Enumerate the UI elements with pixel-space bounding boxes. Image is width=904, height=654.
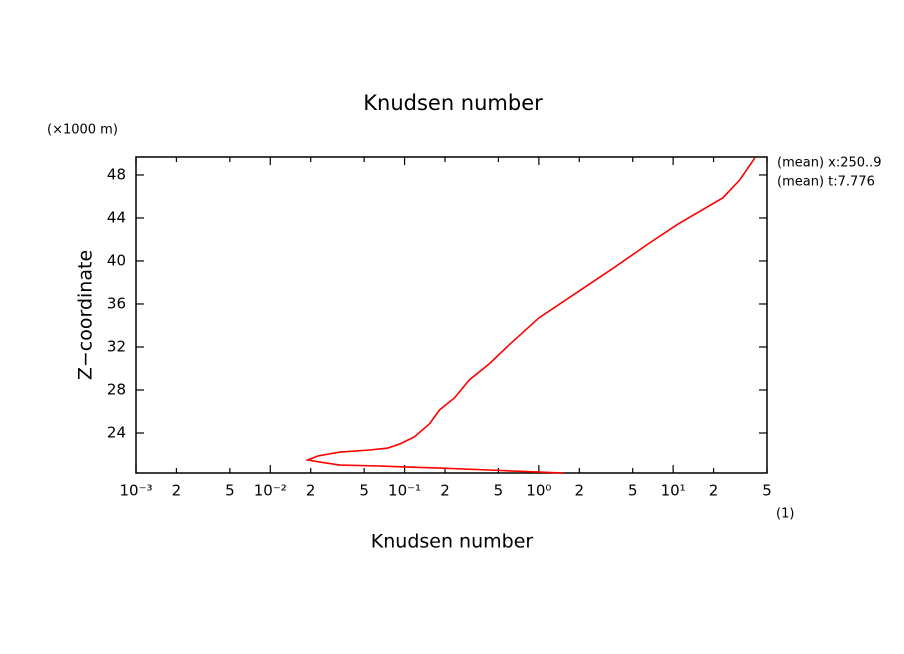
- y-tick-label: 32: [107, 337, 126, 355]
- annotation: (mean) t:7.776: [777, 175, 875, 190]
- x-tick-label: 2: [306, 482, 316, 500]
- x-tick-label: 5: [494, 482, 504, 500]
- x-tick-label: 5: [225, 482, 235, 500]
- x-tick-label: 2: [172, 482, 182, 500]
- annotation: (mean) x:250..9: [777, 156, 882, 171]
- y-axis-label: Z−coordinate: [75, 250, 97, 380]
- x-tick-label: 10⁻¹: [388, 482, 421, 500]
- data-line: [304, 157, 756, 474]
- x-tick-label: 5: [628, 482, 638, 500]
- y-tick-label: 48: [107, 165, 126, 183]
- y-unit: (×1000 m): [47, 123, 118, 138]
- x-tick-label: 2: [709, 482, 719, 500]
- x-tick-label: 5: [359, 482, 369, 500]
- plot-frame: [135, 156, 768, 474]
- chart-title: Knudsen number: [363, 91, 543, 115]
- x-tick-label: 2: [575, 482, 585, 500]
- x-unit: (1): [776, 507, 794, 522]
- x-tick-label: 5: [762, 482, 772, 500]
- x-tick-label: 2: [440, 482, 450, 500]
- y-tick-label: 36: [107, 294, 126, 312]
- y-tick-label: 44: [107, 208, 126, 226]
- x-tick-label: 10¹: [661, 482, 686, 500]
- y-tick-label: 40: [107, 251, 126, 269]
- x-tick-label: 10⁰: [526, 482, 551, 500]
- x-axis-label: Knudsen number: [371, 531, 534, 553]
- y-tick-label: 24: [107, 424, 126, 442]
- y-tick-label: 28: [107, 380, 126, 398]
- x-tick-label: 10⁻²: [254, 482, 287, 500]
- x-tick-label: 10⁻³: [119, 482, 152, 500]
